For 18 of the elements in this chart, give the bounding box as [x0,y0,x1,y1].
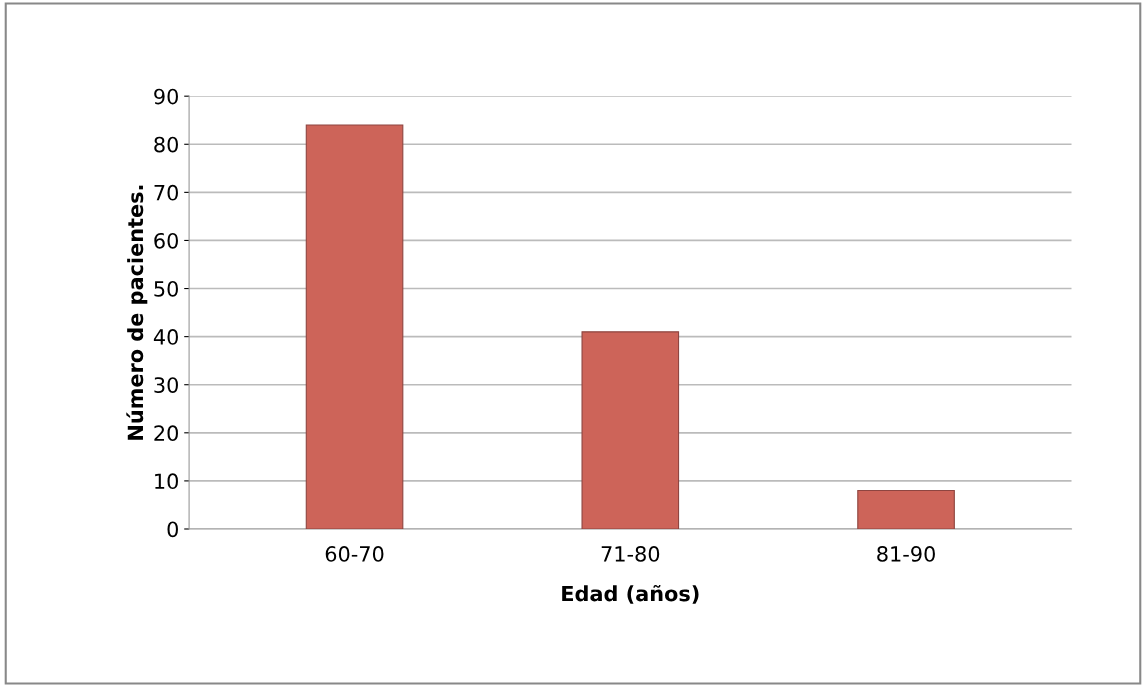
y-tick-label: 70 [154,184,178,201]
x-tick-label: 71-80 [601,546,660,562]
y-axis-title: Número de pacientes. [126,185,148,440]
y-tick-label: 90 [154,88,178,105]
x-tick-label: 60-70 [325,546,384,562]
bar [305,124,404,529]
y-tick-label: 30 [154,377,178,393]
x-tick-label: 81-90 [877,546,935,562]
x-axis-title: Edad (años) [562,584,699,604]
y-tick-label: 60 [154,232,178,249]
y-tick-label: 50 [154,280,178,297]
y-tick-label: 40 [153,329,178,345]
y-tick-label: 20 [154,425,178,442]
bar [857,489,955,529]
y-tick-label: 0 [167,521,178,538]
bar [581,331,680,529]
y-tick-label: 10 [155,473,178,490]
y-tick-label: 80 [154,136,178,153]
